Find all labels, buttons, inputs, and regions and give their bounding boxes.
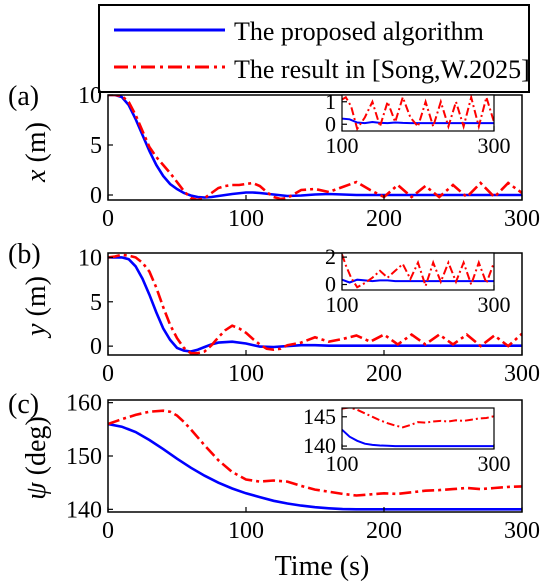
- panel-c-inset-xtick-label: 100: [326, 451, 359, 476]
- panel-a-inset-ytick-label: 0: [325, 111, 336, 136]
- panel-a-label: (a): [8, 81, 39, 112]
- panel-c-inset-series-song: [342, 408, 494, 429]
- panel-a-ytick-label: 0: [90, 183, 102, 209]
- panel-b-label: (b): [8, 239, 41, 270]
- panel-c-inset-series-proposed: [342, 428, 494, 448]
- panel-c-inset: 100 300 140 145: [303, 404, 511, 476]
- panel-b-xtick-label: 300: [504, 361, 540, 387]
- legend: The proposed algorithm The result in [So…: [98, 4, 530, 93]
- panel-c-inset-ytick-label: 140: [303, 433, 336, 458]
- panel-c-label: (c): [8, 389, 39, 420]
- panel-a-y-axis-var: x: [21, 169, 52, 183]
- panel-b-ytick-label: 0: [90, 334, 102, 360]
- panel-c-xtick-label: 300: [504, 518, 540, 544]
- panel-a-ytick-label: 10: [78, 83, 102, 109]
- panel-b-y-axis-unit: (m): [21, 276, 52, 323]
- panel-c-series-proposed: [108, 422, 522, 511]
- panel-b-inset-xtick-label: 300: [478, 292, 511, 317]
- panel-c-y-axis-title: ψ (deg): [21, 416, 52, 499]
- panel-b-y-axis-var: y: [21, 323, 52, 339]
- panel-b-frame: [107, 252, 523, 356]
- panel-b-inset: 100 300 0 2: [325, 244, 511, 317]
- panel-b-ytick-label: 5: [90, 290, 102, 316]
- panel-a-xtick-label: 200: [366, 206, 402, 232]
- panel-b-inset-series-proposed: [342, 278, 494, 284]
- panel-a-inset: 100 300 01: [325, 89, 511, 158]
- panel-a-inset-xtick-label: 300: [478, 133, 511, 158]
- panel-a-inset-frame: [341, 94, 495, 132]
- panel-a-y-axis-title: x (m): [21, 122, 52, 183]
- panel-a-xtick-label: 0: [102, 206, 114, 232]
- panel-b-xtick-label: 0: [102, 361, 114, 387]
- legend-label-proposed: The proposed algorithm: [234, 17, 484, 46]
- panel-c-series-song: [108, 409, 522, 497]
- legend-label-song: The result in [Song,W.2025]: [234, 55, 530, 84]
- panel-b-xtick-label: 100: [228, 361, 264, 387]
- legend-box: [98, 4, 530, 93]
- panel-a-frame: [107, 94, 523, 201]
- panel-c-y-axis-var: ψ: [21, 482, 52, 500]
- panel-b-inset-bg: [342, 253, 494, 290]
- panel-a-inset-ytick-label: 1: [325, 89, 336, 114]
- panel-a-xtick-label: 100: [228, 206, 264, 232]
- panel-b-y-axis-title: y (m): [21, 276, 52, 339]
- panel-b-ytick-label: 10: [78, 245, 102, 271]
- panel-b-inset-ytick-label: 0: [325, 272, 336, 297]
- panel-a-inset-xtick-label: 100: [326, 133, 359, 158]
- panel-c-axes: 0 100 200 300 140 150 160: [66, 391, 540, 544]
- panel-a-inset-series-song: [342, 95, 494, 131]
- panel-a-y-axis-unit: (m): [21, 122, 52, 169]
- panel-c-xtick-label: 100: [228, 518, 264, 544]
- panel-b-inset-frame: [341, 252, 495, 291]
- panel-b-inset-ytick-label: 2: [325, 244, 336, 269]
- panel-c-inset-xtick-label: 300: [478, 451, 511, 476]
- panel-a-series-proposed: [108, 95, 522, 199]
- panel-b-inset-xtick-label: 100: [326, 292, 359, 317]
- panel-a-ytick-label: 5: [90, 133, 102, 159]
- panel-c-xtick-label: 200: [366, 518, 402, 544]
- panel-c-ytick-label: 160: [66, 391, 102, 417]
- panel-c-ytick-label: 140: [66, 497, 102, 523]
- panel-c-ytick-label: 150: [66, 444, 102, 470]
- panel-a-inset-series-proposed: [342, 117, 494, 125]
- panel-c-xtick-label: 0: [102, 518, 114, 544]
- panel-b-inset-series-song: [342, 254, 494, 290]
- panel-c-inset-frame: [341, 407, 495, 450]
- panel-b-xtick-label: 200: [366, 361, 402, 387]
- panel-c-y-axis-unit: (deg): [21, 416, 52, 482]
- x-axis-title: Time (s): [275, 551, 370, 582]
- panel-c-inset-ytick-label: 145: [303, 404, 336, 429]
- panel-b-series-proposed: [108, 256, 522, 353]
- panel-c-inset-bg: [342, 408, 494, 449]
- panel-a-xtick-label: 300: [504, 206, 540, 232]
- panel-a-series-song: [108, 95, 522, 200]
